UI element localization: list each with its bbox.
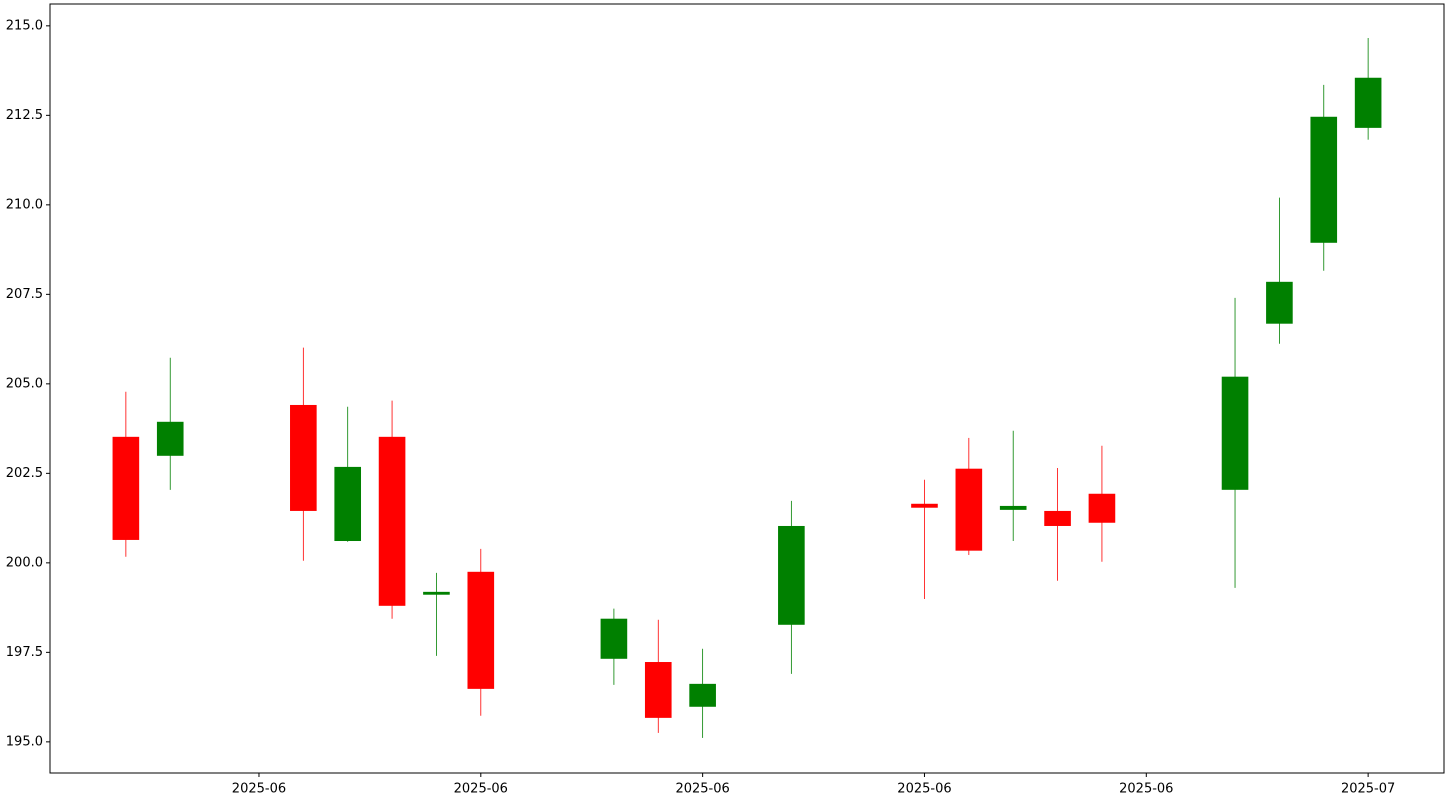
y-tick-label: 200.0 <box>6 555 43 570</box>
y-tick-label: 202.5 <box>6 466 43 481</box>
candle-body <box>1088 493 1116 523</box>
candle-body <box>999 505 1027 510</box>
candle-body <box>1310 116 1338 243</box>
y-tick-label: 197.5 <box>6 645 43 660</box>
x-tick-label: 2025-06 <box>897 782 951 797</box>
candle-body <box>334 466 362 542</box>
candle-body <box>1266 281 1293 324</box>
x-tick-label: 2025-07 <box>1341 782 1395 797</box>
x-tick-label: 2025-06 <box>232 782 286 797</box>
candle-body <box>1354 77 1382 128</box>
y-tick-label: 207.5 <box>6 287 43 302</box>
y-tick-label: 210.0 <box>6 197 43 212</box>
candle-body <box>955 468 983 551</box>
candle-body <box>378 436 406 606</box>
x-tick-label: 2025-06 <box>675 782 729 797</box>
candle-body <box>112 436 140 540</box>
candle-body <box>290 404 317 511</box>
candle-body <box>467 571 495 689</box>
candle-body <box>1044 510 1071 526</box>
candle-body <box>911 503 938 508</box>
x-tick-label: 2025-06 <box>454 782 508 797</box>
y-tick-label: 205.0 <box>6 376 43 391</box>
candle-body <box>644 662 672 718</box>
y-tick-label: 215.0 <box>6 18 43 33</box>
x-tick-label: 2025-06 <box>1119 782 1173 797</box>
plot-frame <box>49 3 1445 774</box>
candle-body <box>778 525 805 625</box>
candle-body <box>423 591 450 595</box>
candle-body <box>156 421 184 456</box>
candle-body <box>1221 376 1249 490</box>
candle-body <box>600 618 628 659</box>
y-tick-label: 212.5 <box>6 108 43 123</box>
y-tick-label: 195.0 <box>6 734 43 749</box>
candle-body <box>689 683 716 707</box>
